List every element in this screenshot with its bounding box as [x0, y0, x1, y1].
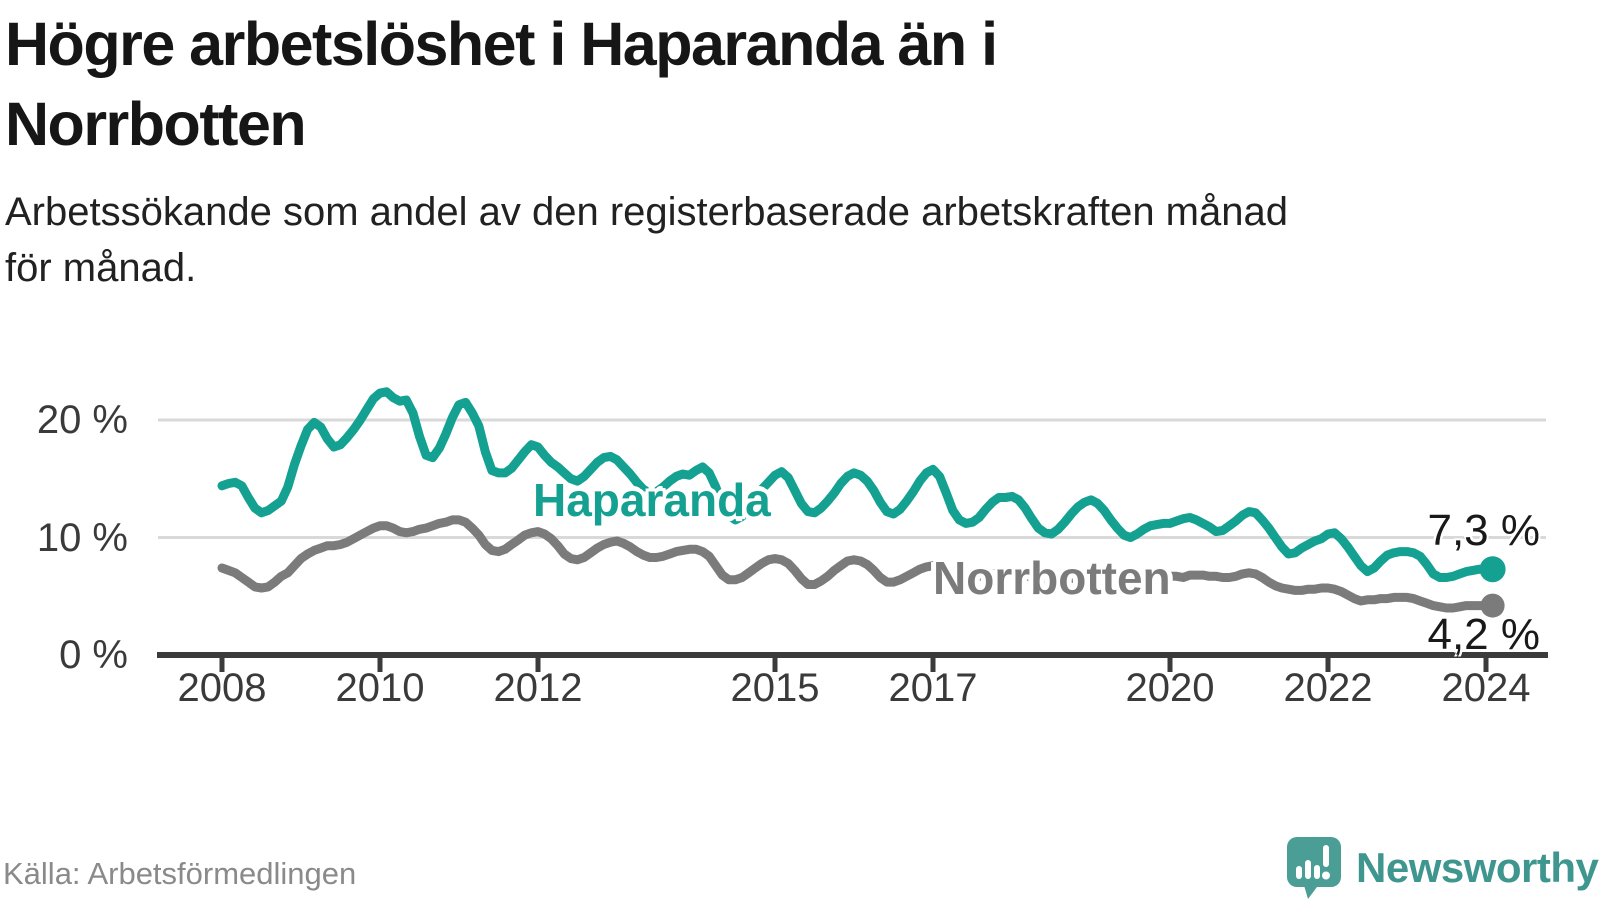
x-tick-label-2010: 2010 [335, 666, 425, 710]
series-label-norrbotten: Norrbotten [933, 552, 1171, 604]
page-title: Högre arbetslöshet i Haparanda än i Norr… [5, 4, 1405, 164]
page-subtitle-line-1: Arbetssökande som andel av den registerb… [5, 190, 1288, 234]
page-title-line-1: Högre arbetslöshet i Haparanda än i [5, 10, 998, 78]
x-tick-label-2012: 2012 [493, 666, 583, 710]
newsworthy-logo: Newsworthy [1286, 836, 1599, 900]
x-tick-label-2022: 2022 [1283, 666, 1373, 710]
y-tick-label-20: 20 % [36, 398, 128, 442]
end-value-norrbotten: 4,2 % [1427, 610, 1540, 659]
source-note: Källa: Arbetsförmedlingen [3, 856, 357, 891]
x-tick-label-2015: 2015 [730, 666, 820, 710]
x-tick-label-2020: 2020 [1125, 666, 1215, 710]
newsworthy-logo-text: Newsworthy [1356, 844, 1599, 891]
series-label-haparanda: Haparanda [533, 474, 771, 526]
page-title-line-2: Norrbotten [5, 90, 307, 158]
x-tick-label-2017: 2017 [888, 666, 978, 710]
page-subtitle-line-2: för månad. [5, 246, 197, 290]
x-tick-label-2008: 2008 [177, 666, 267, 710]
x-tick-label-2024: 2024 [1441, 666, 1531, 710]
y-tick-label-10: 10 % [36, 516, 128, 560]
page-subtitle: Arbetssökande som andel av den registerb… [5, 184, 1565, 296]
speech-bubble-bar-chart-icon [1287, 837, 1341, 899]
end-value-haparanda: 7,3 % [1427, 506, 1540, 555]
y-tick-label-0: 0 % [59, 633, 128, 677]
